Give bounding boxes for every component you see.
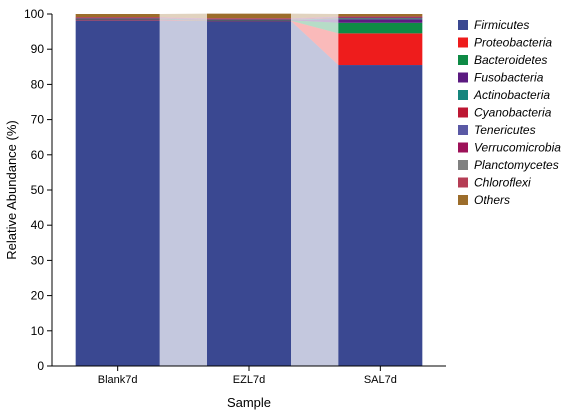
connector-band — [291, 20, 339, 34]
connector-band — [291, 17, 339, 20]
connector-band — [291, 20, 339, 66]
bar-segment — [338, 16, 423, 17]
connector-band — [291, 21, 339, 366]
legend-label: Bacteroidetes — [474, 53, 547, 67]
legend-swatch — [458, 142, 468, 153]
bar-segment — [75, 17, 160, 19]
bar-segment — [338, 17, 423, 18]
connector-band — [291, 16, 339, 19]
connector-band — [159, 18, 207, 20]
connector-band — [159, 17, 207, 20]
connector-band — [291, 17, 339, 20]
connector-band — [159, 17, 207, 19]
y-tick-label: 30 — [31, 253, 45, 267]
bar-segment — [338, 18, 423, 20]
bar-segment — [207, 18, 291, 19]
bar-segment — [207, 20, 291, 22]
y-tick-label: 50 — [31, 183, 45, 197]
connector-band — [159, 19, 207, 22]
bar-segment — [75, 18, 160, 19]
connector-band — [159, 19, 207, 21]
x-tick-label: Blank7d — [98, 374, 138, 386]
bar-segment — [338, 22, 423, 34]
connector-band — [159, 13, 207, 19]
bars — [75, 13, 423, 367]
bar-segment — [207, 18, 291, 20]
bar-segment — [207, 21, 291, 366]
bar-segment — [75, 17, 160, 19]
legend-label: Cyanobacteria — [474, 106, 552, 120]
legend-swatch — [458, 195, 468, 205]
bar-segment — [75, 17, 160, 18]
connector-band — [291, 16, 339, 19]
legend-swatch — [458, 125, 468, 135]
bar-segment — [75, 19, 160, 21]
legend-swatch — [458, 90, 468, 100]
legend-label: Fusobacteria — [474, 71, 544, 85]
x-axis-title: Sample — [227, 395, 271, 410]
y-axis-title: Relative Abundance (%) — [4, 120, 19, 259]
y-tick-label: 0 — [37, 359, 44, 373]
legend-swatch — [458, 55, 468, 65]
connector-band — [291, 13, 339, 19]
bar-segment — [338, 19, 423, 23]
bar-segment — [338, 17, 423, 19]
connector-band — [159, 17, 207, 19]
y-tick-label: 80 — [31, 77, 45, 91]
x-axis-ticks: Blank7d EZL7d SAL7d — [98, 366, 397, 386]
y-tick-label: 10 — [31, 324, 45, 338]
bar-segment — [338, 16, 423, 18]
bar-connectors — [159, 13, 339, 367]
connector-band — [159, 18, 207, 21]
legend-label: Others — [474, 193, 510, 207]
connector-band — [291, 18, 339, 20]
bar-segment — [207, 20, 291, 21]
bar-segment — [75, 18, 160, 20]
bar-segment — [207, 19, 291, 20]
y-tick-label: 70 — [31, 113, 45, 127]
legend-swatch — [458, 177, 468, 188]
legend-swatch — [458, 37, 468, 48]
y-axis-ticks: 0 10 20 30 40 50 60 70 80 90 100 — [24, 7, 52, 373]
legend-label: Actinobacteria — [473, 88, 550, 102]
y-tick-label: 20 — [31, 289, 45, 303]
connector-band — [291, 19, 339, 23]
legend-label: Chloroflexi — [474, 176, 531, 190]
legend-label: Proteobacteria — [474, 36, 552, 50]
legend-label: Tenericutes — [474, 123, 536, 137]
connector-band — [159, 20, 207, 367]
x-tick-label: SAL7d — [364, 374, 397, 386]
bar-segment — [75, 19, 160, 20]
y-tick-label: 100 — [24, 7, 44, 21]
connector-band — [159, 18, 207, 20]
legend-label: Firmicutes — [474, 18, 529, 32]
legend-swatch — [458, 72, 468, 83]
y-tick-label: 60 — [31, 148, 45, 162]
bar-segment — [207, 19, 291, 21]
y-tick-label: 90 — [31, 42, 45, 56]
bar-segment — [207, 19, 291, 21]
bar-segment — [75, 18, 160, 20]
bar-segment — [207, 18, 291, 20]
legend: Firmicutes Proteobacteria Bacteroidetes Fus… — [458, 18, 561, 207]
legend-swatch — [458, 20, 468, 30]
legend-label: Verrucomicrobia — [474, 141, 561, 155]
bar-segment — [75, 20, 160, 367]
legend-label: Planctomycetes — [474, 158, 559, 172]
bar-segment — [338, 14, 423, 17]
y-tick-label: 40 — [31, 218, 45, 232]
legend-swatch — [458, 107, 468, 118]
bar-segment — [338, 33, 423, 66]
legend-swatch — [458, 160, 468, 170]
bar-segment — [207, 13, 291, 19]
bar-segment — [75, 14, 160, 18]
bar-segment — [338, 65, 423, 366]
x-tick-label: EZL7d — [233, 374, 265, 386]
